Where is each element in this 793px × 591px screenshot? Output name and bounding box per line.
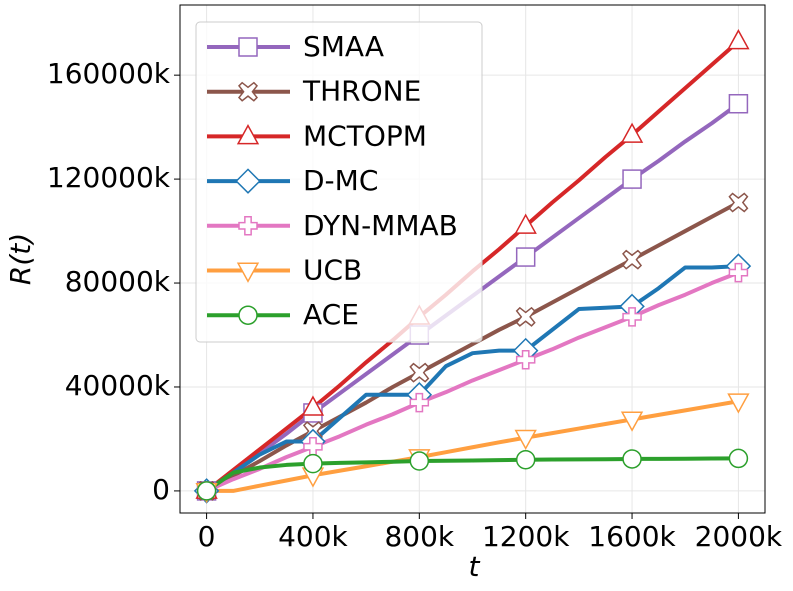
data-point <box>622 307 642 327</box>
data-point <box>622 449 642 469</box>
legend-marker <box>236 262 260 283</box>
data-point <box>303 453 323 474</box>
y-axis-label: R(t) <box>4 233 37 285</box>
data-point <box>622 249 643 270</box>
legend: SMAA THRONE MCTOPM D-MC DYN-MMAB UCB ACE <box>195 21 483 343</box>
series-line <box>205 264 739 493</box>
data-point <box>514 213 537 234</box>
series-line <box>205 270 740 493</box>
y-tick-label: 120000k <box>47 161 171 194</box>
data-point <box>301 395 325 416</box>
data-point <box>727 393 750 414</box>
legend-marker <box>235 168 261 194</box>
x-tick-label: 400k <box>278 520 348 553</box>
y-tick-label: 40000k <box>65 369 171 402</box>
x-tick-label: 800k <box>384 520 454 553</box>
x-tick-label: 1200k <box>482 520 570 553</box>
data-point <box>728 448 749 469</box>
data-point <box>728 192 749 213</box>
legend-marker <box>238 216 258 236</box>
x-tick-label: 2000k <box>695 520 783 553</box>
legend-box <box>195 21 483 343</box>
data-point <box>728 93 749 114</box>
data-point <box>620 411 644 432</box>
data-point <box>196 481 217 501</box>
data-point <box>515 349 536 370</box>
data-point <box>620 122 644 143</box>
legend-marker <box>237 81 259 102</box>
legend-label: MCTOPM <box>303 119 427 152</box>
legend-marker <box>238 305 258 325</box>
legend-label: ACE <box>303 298 359 331</box>
x-tick-label: 1600k <box>588 520 676 553</box>
legend-marker <box>236 124 260 145</box>
data-point <box>515 449 536 470</box>
legend-label: SMAA <box>303 30 384 63</box>
legend-label: UCB <box>303 254 362 287</box>
legend-label: THRONE <box>302 75 421 108</box>
data-point <box>514 429 537 451</box>
data-point <box>727 29 750 50</box>
series-line <box>205 456 739 493</box>
y-tick-label: 0 <box>152 473 170 506</box>
x-axis-label: t <box>469 550 481 583</box>
data-point <box>515 247 536 267</box>
plot-frame <box>179 4 766 514</box>
series-line <box>206 399 739 493</box>
legend-marker <box>238 37 258 57</box>
data-point <box>409 362 430 383</box>
legend-label: DYN-MMAB <box>303 209 458 242</box>
x-tick-label: 0 <box>198 520 216 553</box>
data-point <box>515 306 536 327</box>
data-point <box>409 392 430 413</box>
y-tick-label: 80000k <box>65 265 171 298</box>
data-point <box>728 262 749 283</box>
legend-label: D-MC <box>303 164 378 197</box>
y-tick-label: 160000k <box>47 57 171 90</box>
data-point <box>622 169 642 189</box>
data-point <box>409 451 430 471</box>
